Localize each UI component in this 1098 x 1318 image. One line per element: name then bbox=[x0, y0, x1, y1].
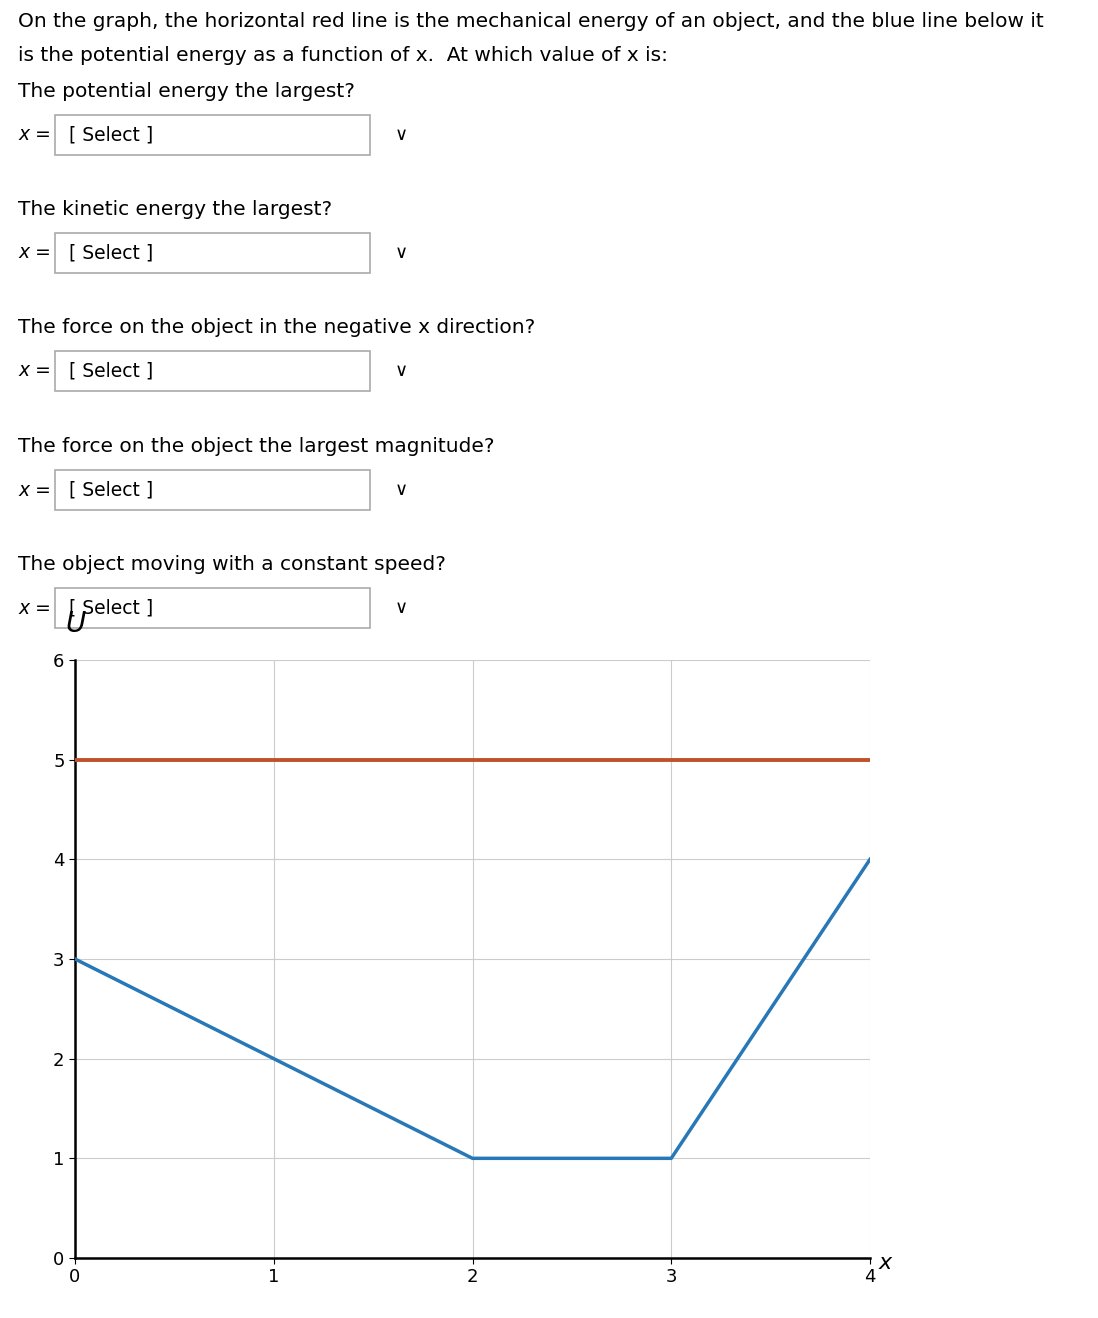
Text: x =: x = bbox=[18, 361, 51, 381]
Text: On the graph, the horizontal red line is the mechanical energy of an object, and: On the graph, the horizontal red line is… bbox=[18, 12, 1044, 32]
Text: $U$: $U$ bbox=[65, 610, 87, 638]
Text: The force on the object the largest magnitude?: The force on the object the largest magn… bbox=[18, 438, 494, 456]
Text: The kinetic energy the largest?: The kinetic energy the largest? bbox=[18, 200, 332, 219]
FancyBboxPatch shape bbox=[55, 588, 370, 627]
Text: [ Select ]: [ Select ] bbox=[69, 244, 154, 262]
Text: x =: x = bbox=[18, 244, 51, 262]
Text: x =: x = bbox=[18, 125, 51, 145]
Text: [ Select ]: [ Select ] bbox=[69, 598, 154, 618]
Text: The object moving with a constant speed?: The object moving with a constant speed? bbox=[18, 555, 446, 575]
FancyBboxPatch shape bbox=[55, 471, 370, 510]
Text: The force on the object in the negative x direction?: The force on the object in the negative … bbox=[18, 318, 535, 337]
Text: x =: x = bbox=[18, 598, 51, 618]
Text: [ Select ]: [ Select ] bbox=[69, 125, 154, 145]
Text: ∨: ∨ bbox=[395, 481, 408, 500]
FancyBboxPatch shape bbox=[55, 115, 370, 156]
Text: x =: x = bbox=[18, 481, 51, 500]
Text: is the potential energy as a function of x.  At which value of x is:: is the potential energy as a function of… bbox=[18, 46, 668, 65]
Text: $x$: $x$ bbox=[878, 1253, 894, 1273]
Text: ∨: ∨ bbox=[395, 244, 408, 262]
FancyBboxPatch shape bbox=[55, 351, 370, 391]
Text: ∨: ∨ bbox=[395, 362, 408, 380]
Text: [ Select ]: [ Select ] bbox=[69, 481, 154, 500]
Text: ∨: ∨ bbox=[395, 598, 408, 617]
Text: [ Select ]: [ Select ] bbox=[69, 361, 154, 381]
Text: ∨: ∨ bbox=[395, 127, 408, 144]
FancyBboxPatch shape bbox=[55, 233, 370, 273]
Text: The potential energy the largest?: The potential energy the largest? bbox=[18, 82, 355, 101]
